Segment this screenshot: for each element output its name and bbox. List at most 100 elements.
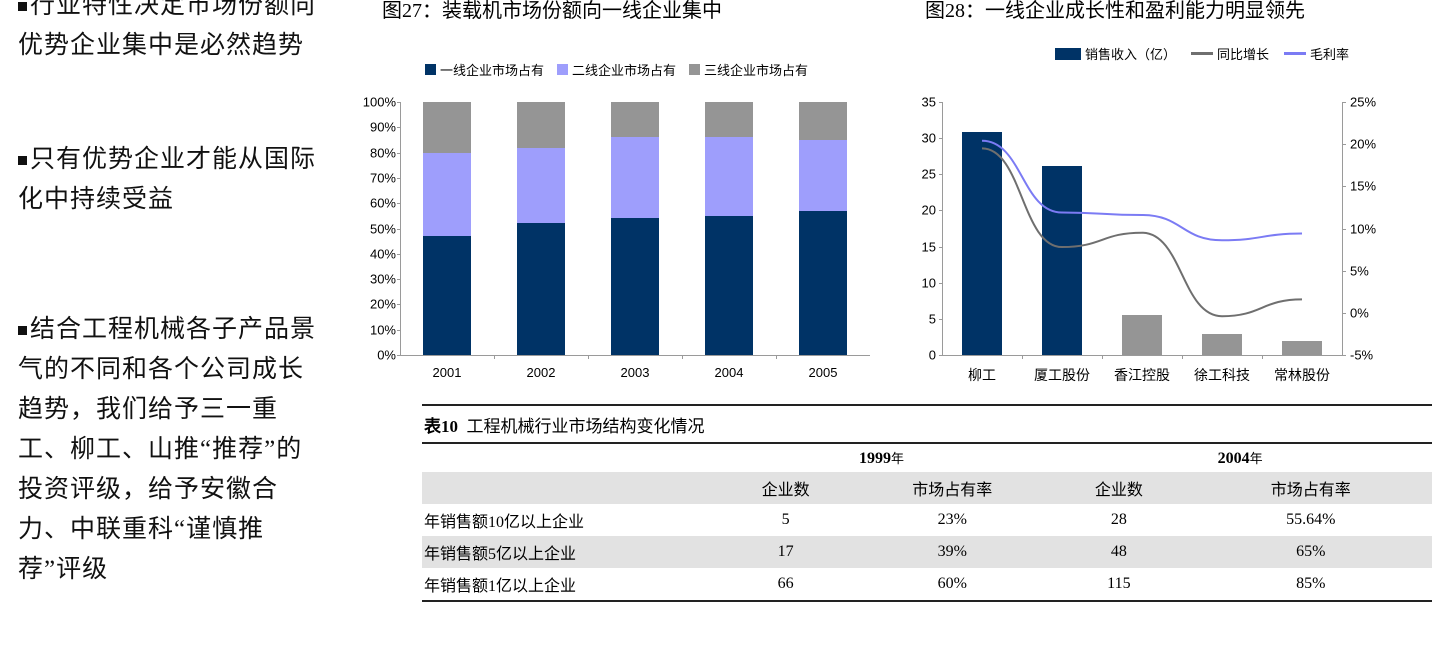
figure-28-x-tick [1262, 355, 1263, 359]
legend-swatch-revenue [1055, 47, 1081, 60]
year-2004-suffix: 年 [1249, 451, 1263, 466]
figure-27-x-tick [588, 355, 589, 359]
figure-27-y-tick [397, 279, 401, 281]
figure-28-left-tick [939, 174, 943, 176]
figure-27-y-tick [397, 152, 401, 154]
table-cell: 65% [1296, 543, 1326, 560]
figure-27-y-tick-label: 90% [369, 119, 396, 135]
figure-28-left-tick [939, 246, 943, 248]
figure-27-x-tick-label: 2003 [620, 365, 650, 380]
figure-27-x-tick-label: 2002 [526, 365, 556, 380]
figure-28-growth-line [981, 147, 1303, 318]
legend-label-tier3: 三线企业市场占有 [704, 63, 809, 78]
figure-27-y-tick-label: 30% [369, 271, 396, 287]
bullet-item-2: 只有优势企业才能从国际化中持续受益 [18, 140, 318, 220]
figure-27-y-tick [397, 127, 401, 129]
left-bullet-column: 行业特性决定市场份额向优势企业集中是必然趋势 只有优势企业才能从国际化中持续受益… [0, 0, 330, 658]
table-cell: 23% [937, 511, 967, 528]
figure-28-left-tick [939, 102, 943, 103]
figure-27-legend: 一线企业市场占有 二线企业市场占有 三线企业市场占有 [425, 60, 808, 79]
figure-27-x-axis-line [400, 355, 870, 356]
figure-28-left-axis-line [942, 102, 943, 356]
figure-27-x-tick [682, 355, 683, 359]
figure-28-plot-area [942, 102, 1342, 355]
legend-swatch-tier3 [689, 64, 701, 75]
figure-27-bar-segment [705, 137, 753, 216]
table-body: 年销售额10亿以上企业 5 23% 28 55.64% 年销售额5亿以上企业 17 39% 48… [422, 504, 1432, 600]
table-top-rule [422, 404, 1432, 406]
figure-27-bar-segment [423, 236, 471, 355]
figure-28-right-tick [1342, 102, 1346, 103]
market-structure-table: 1999年 2004年 企业数 市场占有率 企业数 市场占有率 年销售额10亿以… [422, 444, 1432, 600]
table-cell: 5 [781, 511, 790, 528]
figure-27-bar-segment [611, 102, 659, 138]
figure-27-bar-segment [799, 102, 847, 140]
figure-28-right-tick-label: 20% [1350, 136, 1377, 152]
table-col-count-2004: 企业数 [1094, 482, 1143, 499]
figure-28-right-tick-label: -5% [1350, 347, 1374, 363]
table-row: 年销售额1亿以上企业 66 60% 115 85% [422, 568, 1432, 600]
figure-28-bar [1042, 165, 1082, 355]
bullet-item-3: 结合工程机械各子产品景气的不同和各个公司成长趋势，我们给予三一重工、柳工、山推“… [18, 310, 318, 590]
figure-28-right-tick-label: 10% [1350, 221, 1377, 236]
figure-27-bar-segment [517, 102, 565, 148]
figure-28-left-tick [939, 210, 943, 212]
figure-27-y-tick-label: 20% [369, 296, 396, 312]
table-row-label: 年销售额5亿以上企业 [424, 546, 577, 563]
figure-28-right-tick [1342, 312, 1346, 314]
figure-28-left-tick [939, 318, 943, 320]
year-2004-value: 2004 [1217, 450, 1250, 467]
table-column-header-row: 企业数 市场占有率 企业数 市场占有率 [422, 472, 1432, 504]
figure-27-y-tick-label: 70% [369, 170, 396, 186]
table-caption-number: 表10 [424, 417, 458, 436]
table-bottom-rule [422, 600, 1432, 602]
figure-27-x-tick-label: 2004 [714, 365, 744, 380]
figure-27-y-tick [397, 203, 401, 205]
bullet-item-1-text: 行业特性决定市场份额向优势企业集中是必然趋势 [18, 0, 317, 59]
figure-28-left-tick-label: 25 [921, 166, 936, 182]
figure-27-y-tick-label: 60% [369, 195, 396, 211]
figure-27-bar-segment [423, 102, 471, 153]
figure-28-right-tick [1342, 144, 1346, 146]
figure-28-bar [1122, 314, 1162, 355]
table-row: 年销售额10亿以上企业 5 23% 28 55.64% [422, 504, 1432, 536]
figure-28-x-tick-label: 柳工 [968, 369, 996, 384]
figure-28-right-tick [1342, 270, 1346, 272]
figure-28-left-tick [939, 282, 943, 284]
figure-28-bar [1202, 334, 1242, 355]
figure-27-bar-segment [611, 218, 659, 355]
legend-item-tier1: 一线企业市场占有 [425, 60, 544, 79]
table-cell: 28 [1110, 511, 1127, 528]
figure-28-bar [1282, 340, 1322, 355]
figure-28-line-overlay [981, 139, 1303, 318]
bullet-item-2-text: 只有优势企业才能从国际化中持续受益 [18, 146, 317, 213]
figure-27-y-tick [397, 228, 401, 230]
table-10-block: 表10 工程机械行业市场结构变化情况 1999年 2004年 企业数 市场占有率… [422, 404, 1432, 602]
figure-28-left-tick [939, 355, 943, 356]
figure-28-left-tick-label: 15 [921, 239, 936, 255]
table-cell: 48 [1110, 543, 1127, 560]
figure-27-x-tick-label: 2005 [808, 365, 838, 380]
legend-swatch-tier1 [425, 64, 436, 75]
legend-label-tier2: 二线企业市场占有 [572, 63, 677, 78]
figure-28-left-tick-label: 20 [921, 202, 936, 218]
figure-28-bar [962, 131, 1002, 355]
legend-line-margin [1284, 52, 1307, 55]
legend-item-revenue: 销售收入（亿） [1055, 44, 1176, 63]
figure-27-bar-segment [799, 210, 847, 355]
legend-item-tier2: 二线企业市场占有 [557, 60, 676, 79]
figure-28-x-tick [1022, 355, 1023, 359]
bullet-square-icon [18, 2, 27, 11]
table-col-count-1999: 企业数 [761, 482, 810, 499]
legend-item-margin: 毛利率 [1284, 44, 1349, 63]
figure-28-right-tick [1342, 228, 1346, 230]
figure-28-x-tick-label: 香江控股 [1114, 369, 1170, 384]
figure-27-bar-segment [517, 223, 565, 355]
figure-28-right-tick [1342, 355, 1346, 356]
figure-28-right-tick-label: 0% [1350, 305, 1369, 321]
legend-item-tier3: 三线企业市场占有 [689, 60, 808, 79]
legend-label-revenue: 销售收入（亿） [1085, 47, 1177, 62]
table-header-rule [422, 442, 1432, 444]
figure-27-bar-segment [517, 147, 565, 224]
legend-line-growth [1191, 52, 1214, 55]
